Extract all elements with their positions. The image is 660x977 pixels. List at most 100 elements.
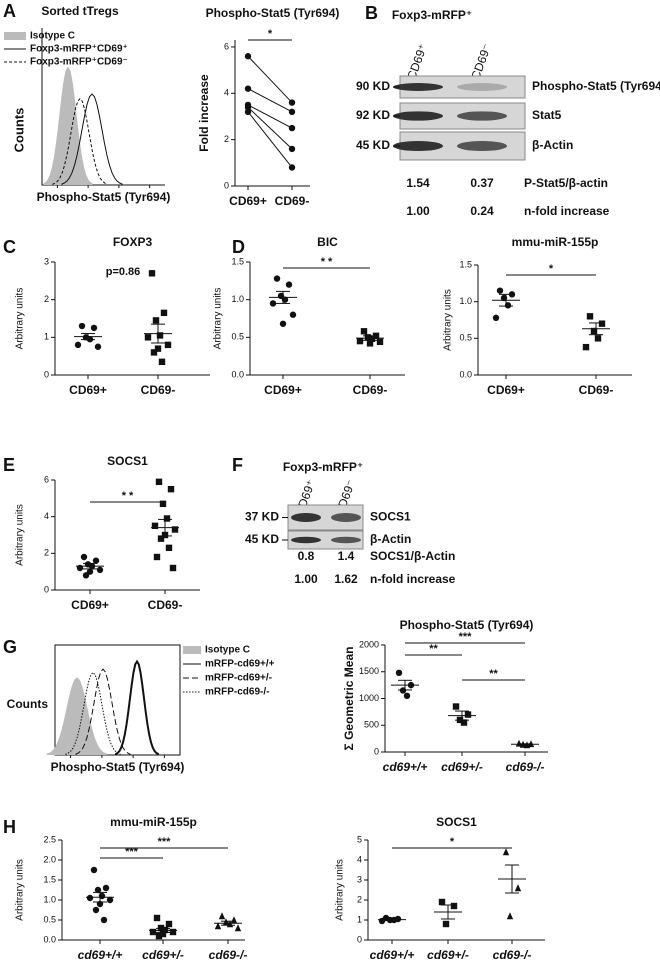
y-tick-label: 4 [224,88,229,98]
x-tick-label: CD69- [148,598,183,612]
data-point [151,522,159,530]
chart-title: SOCS1 [107,454,148,468]
y-axis-label: Arbitrary units [15,504,26,566]
quant-label: P-Stat5/β-actin [524,176,608,190]
data-point [288,145,296,153]
legend-label: mRFP-cd69+/+ [205,659,275,670]
x-tick-label: CD69- [141,383,176,397]
histogram-curve [61,93,123,185]
data-point [502,848,510,856]
data-point [403,692,411,700]
legend-label: Isotype C [30,31,75,42]
data-point [586,313,594,320]
data-point [155,932,163,940]
y-tick-label: 1 [44,332,49,342]
y-tick-label: 2 [224,134,229,144]
data-point [169,928,177,936]
blot-band [457,111,507,121]
data-point [96,566,104,574]
blot-band [331,513,361,522]
data-point [460,719,468,726]
legend-label: mRFP-cd69-/- [205,687,269,698]
chart-title: FOXP3 [113,235,153,249]
y-tick-label: 4 [357,854,362,864]
y-axis-label: Arbitrary units [213,288,224,350]
histogram-curve [75,668,131,755]
chart-title: SOCS1 [436,815,477,829]
data-point [285,281,293,288]
flow-title: Sorted tTregs [41,4,119,18]
significance-label: *** [158,836,172,848]
data-point [74,341,82,349]
x-axis-label: Phospho-Stat5 (Tyr694) [37,190,171,204]
data-point [464,711,472,718]
panel-label: B [365,3,378,23]
significance-label: *** [459,631,473,643]
y-tick-label: 1.5 [43,874,56,884]
size-label: 90 KD [356,79,390,93]
data-point [452,703,460,710]
y-axis-label: Arbitrary units [443,289,454,351]
y-tick-label: 1000 [359,693,379,703]
band-label: SOCS1 [370,510,411,524]
data-point [288,99,296,106]
y-tick-label: 0.5 [231,332,244,342]
data-point [82,572,90,579]
y-tick-label: 500 [364,720,379,730]
y-tick-label: 0 [357,934,362,944]
legend-label: Foxp3-mRFP⁺CD69⁺ [30,44,128,55]
y-tick-label: 0.0 [459,369,472,379]
size-label: 45 KD [356,138,390,152]
band-label: Stat5 [532,108,562,122]
quant-value: 1.62 [334,572,358,586]
x-tick-label: CD69+ [264,383,302,397]
data-point [360,328,368,335]
data-point [100,916,108,924]
y-tick-label: 2 [44,548,49,558]
quant-label: SOCS1/β-Actin [370,549,455,563]
data-point [368,335,376,343]
significance-label: ** [489,668,498,680]
quant-label: n-fold increase [370,572,456,586]
data-point [230,916,238,924]
panel-label: F [232,455,243,475]
y-tick-label: 2 [357,894,362,904]
panel-label: E [3,455,15,475]
blot-band [457,140,507,152]
y-axis-label: Arbitrary units [15,859,26,921]
panel-label: A [3,1,16,21]
data-point [438,898,446,906]
x-axis-label: Phospho-Stat5 (Tyr694) [51,760,185,774]
significance-label: p=0.86 [106,266,141,278]
y-tick-label: 0.0 [43,934,56,944]
panel-label: D [232,237,245,257]
blot-band [393,140,443,152]
data-point [366,340,374,347]
data-point [102,884,110,892]
y-tick-label: 2.5 [43,834,56,844]
data-point [356,337,364,345]
y-tick-label: 0 [224,180,229,190]
chart-title: mmu-miR-155p [512,235,599,249]
y-tick-label: 0.5 [459,333,472,343]
chart-title: mmu-miR-155p [110,815,197,829]
data-point [514,884,522,892]
data-point [364,334,372,341]
data-point [163,515,171,522]
significance-label: ** [429,643,438,655]
data-point [155,478,163,486]
significance-label: * * [321,256,333,268]
histogram-curve [46,677,108,755]
quant-value: 1.54 [406,176,430,190]
quant-value: 1.00 [406,204,430,218]
blot-band [291,536,321,544]
x-tick-label: cd69+/+ [370,948,415,962]
x-tick-label: CD69+ [71,598,109,612]
pair-line [247,106,293,150]
y-axis-label: Σ Geometric Mean [342,647,356,751]
data-point [590,327,598,335]
data-point [80,553,88,561]
data-point [450,902,458,910]
data-point [165,544,173,552]
panel-label: G [3,637,17,657]
